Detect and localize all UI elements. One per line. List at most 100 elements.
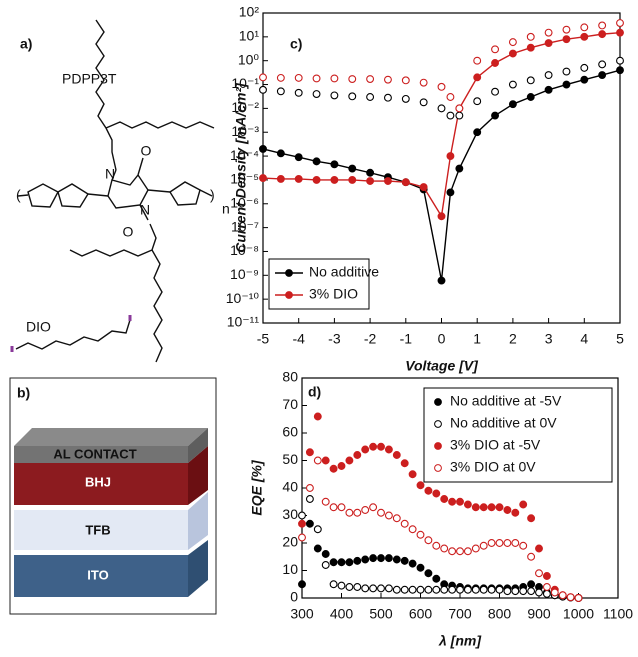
marker bbox=[487, 539, 496, 547]
marker bbox=[259, 85, 267, 94]
legend-marker bbox=[285, 269, 293, 277]
marker bbox=[384, 445, 393, 454]
x-tick-label: 4 bbox=[580, 331, 588, 347]
x-tick-label: 400 bbox=[330, 606, 354, 622]
marker bbox=[329, 580, 338, 589]
marker bbox=[598, 21, 607, 30]
marker bbox=[345, 558, 354, 567]
marker bbox=[519, 541, 528, 550]
panel-label: d) bbox=[308, 384, 321, 400]
marker bbox=[401, 76, 410, 85]
marker bbox=[473, 73, 482, 82]
panel-label: b) bbox=[17, 385, 30, 401]
y-tick-label: 60 bbox=[282, 424, 298, 440]
marker bbox=[526, 43, 535, 52]
marker bbox=[330, 160, 339, 169]
marker bbox=[542, 589, 551, 598]
atom: N bbox=[105, 166, 115, 182]
x-tick-label: 300 bbox=[290, 606, 314, 622]
marker bbox=[353, 508, 362, 517]
marker bbox=[337, 558, 346, 567]
y-tick-label: 40 bbox=[282, 479, 298, 495]
marker bbox=[294, 153, 303, 162]
legend-label: No additive at -5V bbox=[450, 393, 562, 409]
marker bbox=[456, 547, 464, 556]
x-tick-label: -1 bbox=[400, 331, 413, 347]
series-line bbox=[262, 69, 621, 281]
marker bbox=[580, 63, 589, 72]
marker bbox=[456, 585, 464, 594]
marker bbox=[508, 80, 517, 89]
marker bbox=[330, 74, 339, 83]
marker bbox=[446, 93, 455, 101]
marker bbox=[401, 94, 410, 103]
marker bbox=[348, 164, 357, 173]
y-tick-label: 10⁰ bbox=[238, 51, 260, 67]
x-tick-label: -2 bbox=[364, 331, 377, 347]
legend-box bbox=[268, 258, 370, 310]
panel-label: a) bbox=[20, 36, 32, 52]
y-tick-label: 10⁻³ bbox=[231, 123, 259, 139]
marker bbox=[503, 587, 512, 596]
x-tick-label: -5 bbox=[257, 331, 270, 347]
marker bbox=[535, 569, 543, 578]
marker bbox=[519, 500, 528, 509]
legend-marker bbox=[434, 420, 442, 428]
marker bbox=[440, 544, 449, 553]
dio-molecule bbox=[10, 315, 132, 352]
marker bbox=[259, 73, 267, 82]
marker bbox=[562, 35, 571, 44]
y-tick-label: 10 bbox=[282, 561, 298, 577]
marker bbox=[473, 56, 482, 65]
marker bbox=[455, 104, 464, 113]
marker bbox=[294, 174, 303, 183]
layer-label: ITO bbox=[87, 567, 108, 582]
bracket: ( bbox=[16, 187, 21, 203]
y-tick-label: 10¹ bbox=[239, 28, 260, 44]
marker bbox=[361, 506, 370, 514]
marker bbox=[558, 591, 567, 600]
marker bbox=[598, 60, 607, 69]
legend-marker bbox=[434, 442, 442, 450]
marker bbox=[392, 585, 401, 594]
marker bbox=[259, 144, 267, 153]
marker bbox=[495, 585, 504, 594]
marker bbox=[463, 500, 472, 509]
marker bbox=[527, 587, 536, 596]
y-tick-label: 10⁻⁸ bbox=[230, 242, 259, 258]
marker bbox=[455, 111, 464, 120]
marker bbox=[408, 470, 417, 479]
panel-frame bbox=[9, 377, 217, 615]
marker bbox=[511, 539, 520, 547]
y-tick-label: 10² bbox=[239, 4, 260, 20]
marker bbox=[456, 497, 464, 506]
legend-marker bbox=[434, 398, 442, 406]
x-tick-label: 1 bbox=[473, 331, 481, 347]
x-tick-label: 0 bbox=[438, 331, 446, 347]
marker bbox=[473, 97, 482, 106]
marker bbox=[526, 76, 535, 85]
marker bbox=[542, 572, 551, 580]
marker bbox=[527, 580, 536, 589]
marker bbox=[527, 514, 536, 523]
marker bbox=[448, 585, 457, 594]
marker bbox=[298, 511, 306, 520]
marker bbox=[440, 495, 449, 503]
marker bbox=[337, 462, 346, 470]
marker bbox=[384, 93, 392, 102]
marker bbox=[550, 588, 559, 597]
marker bbox=[321, 497, 330, 506]
y-tick-label: 10⁻⁶ bbox=[230, 194, 259, 210]
marker bbox=[511, 508, 520, 517]
marker bbox=[313, 412, 322, 421]
marker bbox=[446, 188, 455, 197]
legend-label: 3% DIO bbox=[309, 286, 358, 302]
marker bbox=[491, 45, 499, 54]
additive-name: DIO bbox=[26, 319, 51, 335]
marker bbox=[616, 19, 624, 27]
marker bbox=[446, 111, 455, 120]
marker bbox=[401, 178, 410, 187]
marker bbox=[526, 32, 535, 41]
marker bbox=[330, 91, 339, 100]
